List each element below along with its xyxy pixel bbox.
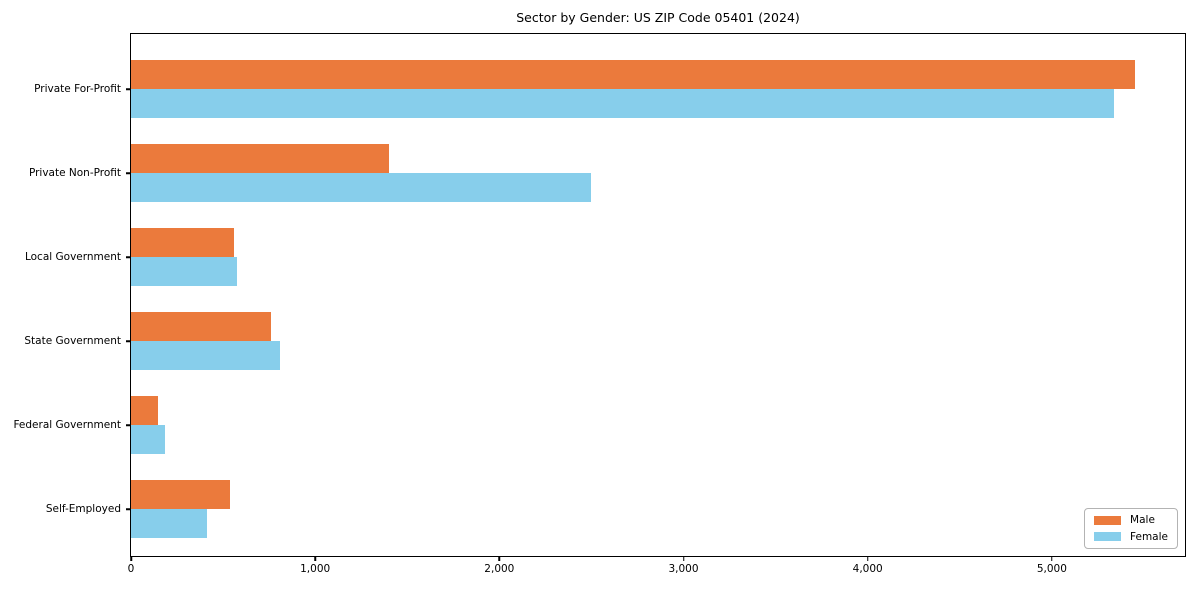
y-axis-label: Federal Government — [13, 418, 121, 431]
legend: Male Female — [1084, 508, 1178, 549]
y-axis-label: Self-Employed — [45, 502, 121, 515]
legend-entry-female: Female — [1094, 530, 1168, 543]
x-tick — [682, 557, 685, 561]
y-axis-label: State Government — [24, 334, 121, 347]
y-tick — [126, 508, 130, 510]
x-tick — [866, 557, 869, 561]
plot-area: Male Female Private For-Profit Private Non… — [13, 33, 1186, 574]
x-axis-tick-label: 4,000 — [852, 563, 883, 575]
bar-female — [131, 257, 237, 286]
y-tick — [126, 88, 130, 90]
bar-male — [131, 480, 231, 509]
y-axis-label: Private Non-Profit — [28, 166, 121, 179]
legend-swatch-male-icon — [1094, 515, 1122, 525]
legend-label: Female — [1130, 530, 1168, 543]
bar-female — [131, 425, 166, 454]
x-axis-tick-label: 0 — [127, 563, 135, 575]
y-axis-label: Private For-Profit — [34, 82, 121, 95]
bar-male — [131, 144, 389, 173]
x-axis-tick-label: 5,000 — [1036, 563, 1067, 575]
bar-female — [131, 509, 208, 538]
y-tick — [126, 256, 130, 258]
y-axis-label: Local Government — [24, 250, 121, 263]
x-axis-tick-label: 1,000 — [300, 563, 331, 575]
x-tick — [130, 557, 132, 561]
bar-female — [131, 341, 281, 370]
legend-label: Male — [1130, 514, 1155, 526]
x-axis-tick-label: 2,000 — [484, 563, 515, 575]
chart-title: Sector by Gender: US ZIP Code 05401 (202… — [516, 10, 800, 25]
x-tick — [314, 557, 316, 561]
bar-female — [131, 89, 1115, 118]
y-tick — [126, 424, 130, 426]
bar-male — [131, 312, 271, 341]
legend-swatch-female-icon — [1094, 532, 1122, 542]
y-tick — [126, 340, 130, 342]
x-tick — [1051, 557, 1053, 561]
bar-male — [131, 60, 1135, 89]
x-axis-tick-label: 3,000 — [668, 563, 699, 575]
bar-female — [131, 173, 592, 202]
x-tick — [498, 557, 501, 561]
bar-male — [131, 396, 158, 425]
bar-male — [131, 228, 235, 257]
y-tick — [126, 172, 130, 174]
legend-entry-male: Male — [1094, 515, 1168, 526]
